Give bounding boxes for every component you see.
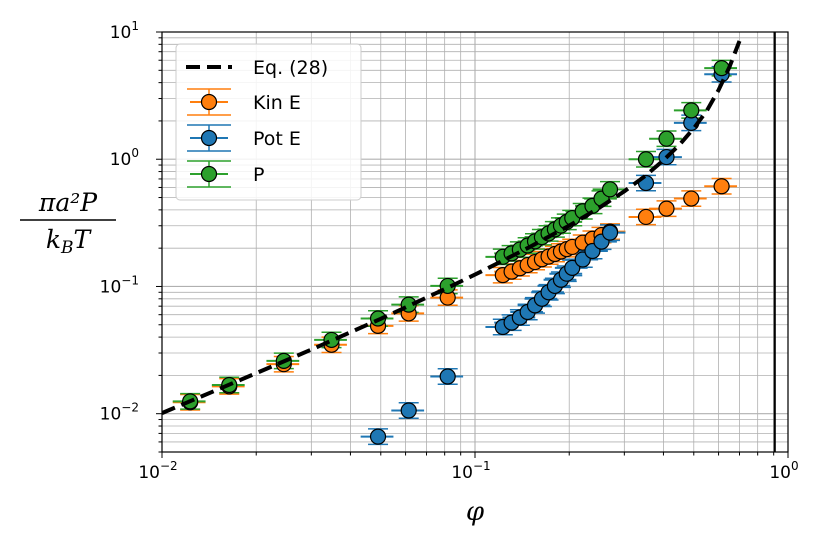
legend: Eq. (28) Kin E Pot E P: [175, 43, 362, 201]
data-point: [658, 200, 675, 217]
legend-swatch-marker: [200, 129, 218, 147]
data-point: [564, 259, 581, 276]
legend-label: P: [253, 164, 264, 186]
data-point: [637, 151, 655, 168]
y-axis-label-denominator: kBT: [46, 225, 93, 258]
tick-labels: 10−2 10−1 100 10−2 10−1 100 101: [100, 19, 799, 483]
legend-label: Pot E: [253, 128, 301, 150]
theory-curve: [162, 40, 742, 415]
data-point: [637, 208, 655, 226]
x-tick-label: 10−1: [451, 459, 490, 483]
data-point: [713, 178, 730, 195]
legend-swatch-marker: [200, 93, 218, 111]
y-tick-label: 101: [110, 19, 139, 43]
plot-area: [162, 32, 776, 452]
x-axis-label: φ: [466, 497, 485, 527]
data-point: [658, 130, 675, 147]
x-tick-label: 10−2: [138, 459, 177, 483]
y-tick-label: 10−1: [100, 273, 139, 297]
y-tick-label: 100: [110, 146, 139, 170]
y-tick-label: 10−2: [100, 401, 139, 425]
x-tick-label: 100: [769, 459, 798, 483]
data-point: [683, 102, 700, 119]
y-axis-label-numerator: πa²P: [38, 188, 98, 217]
data-point: [601, 181, 619, 198]
legend-swatch-marker: [200, 165, 218, 183]
data-point: [601, 224, 619, 241]
legend-label: Eq. (28): [253, 57, 328, 79]
data-point: [439, 368, 456, 385]
data-point: [400, 402, 417, 419]
data-point: [683, 190, 700, 207]
plot-frame: [161, 31, 789, 453]
legend-label: Kin E: [253, 92, 301, 114]
data-point: [369, 428, 387, 445]
